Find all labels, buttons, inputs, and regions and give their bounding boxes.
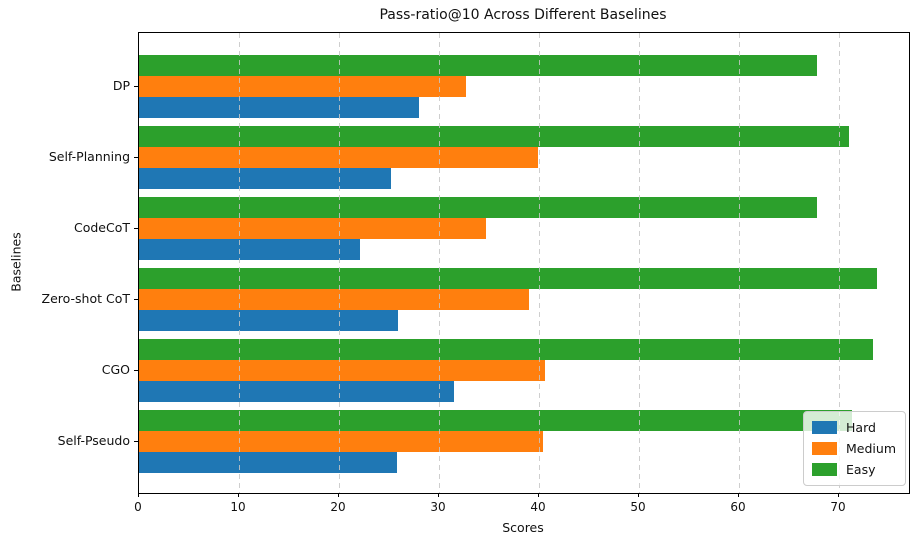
- bar-self-pseudo-hard: [139, 452, 397, 473]
- xtick-mark-20: [338, 493, 339, 497]
- legend-swatch-easy: [812, 463, 838, 476]
- bar-cgo-easy: [139, 339, 873, 360]
- y-axis-label: Baselines: [8, 232, 24, 292]
- bar-zero-shot-cot-medium: [139, 289, 529, 310]
- xtick-label-30: 30: [430, 500, 446, 514]
- bar-self-planning-easy: [139, 126, 849, 147]
- x-axis-label: Scores: [502, 520, 544, 535]
- gridline-x-60: [739, 33, 740, 493]
- ytick-mark-dp: [134, 85, 138, 87]
- legend: Hard Medium Easy: [803, 411, 906, 486]
- xtick-mark-60: [738, 493, 739, 497]
- gridline-x-30: [439, 33, 440, 493]
- bar-dp-easy: [139, 55, 817, 76]
- bar-codecot-easy: [139, 197, 817, 218]
- ytick-mark-cgo: [134, 369, 138, 371]
- xtick-label-0: 0: [134, 500, 142, 514]
- xtick-mark-70: [838, 493, 839, 497]
- xtick-mark-10: [238, 493, 239, 497]
- xtick-mark-30: [438, 493, 439, 497]
- bar-self-pseudo-medium: [139, 431, 543, 452]
- xtick-label-40: 40: [530, 500, 546, 514]
- legend-label-hard: Hard: [846, 420, 876, 435]
- xtick-label-20: 20: [330, 500, 346, 514]
- gridline-x-40: [539, 33, 540, 493]
- xtick-mark-0: [138, 493, 139, 497]
- legend-label-easy: Easy: [846, 462, 876, 477]
- gridline-x-70: [839, 33, 840, 493]
- xtick-label-70: 70: [830, 500, 846, 514]
- bar-self-planning-hard: [139, 168, 391, 189]
- xtick-label-50: 50: [630, 500, 646, 514]
- bar-dp-medium: [139, 76, 466, 97]
- legend-entry-easy: Easy: [812, 459, 896, 480]
- bar-codecot-hard: [139, 239, 360, 260]
- ytick-mark-codecot: [134, 227, 138, 229]
- bar-cgo-medium: [139, 360, 545, 381]
- plot-area: Hard Medium Easy: [138, 32, 910, 494]
- bar-zero-shot-cot-easy: [139, 268, 877, 289]
- xtick-label-10: 10: [230, 500, 246, 514]
- bar-cgo-hard: [139, 381, 454, 402]
- bar-codecot-medium: [139, 218, 486, 239]
- legend-entry-hard: Hard: [812, 417, 896, 438]
- legend-swatch-hard: [812, 421, 838, 434]
- legend-entry-medium: Medium: [812, 438, 896, 459]
- bar-self-pseudo-easy: [139, 410, 852, 431]
- legend-swatch-medium: [812, 442, 838, 455]
- ytick-label-codecot: CodeCoT: [73, 219, 130, 235]
- ytick-mark-self-pseudo: [134, 440, 138, 442]
- ytick-label-dp: DP: [112, 77, 130, 93]
- legend-label-medium: Medium: [846, 441, 896, 456]
- gridline-x-50: [639, 33, 640, 493]
- ytick-label-cgo: CGO: [101, 361, 130, 377]
- bar-dp-hard: [139, 97, 419, 118]
- xtick-mark-40: [538, 493, 539, 497]
- ytick-label-self-planning: Self-Planning: [48, 148, 130, 164]
- bar-self-planning-medium: [139, 147, 538, 168]
- chart-title: Pass-ratio@10 Across Different Baselines: [379, 7, 667, 23]
- ytick-mark-zero-shot-cot: [134, 298, 138, 300]
- xtick-label-60: 60: [730, 500, 746, 514]
- gridline-x-20: [339, 33, 340, 493]
- bar-zero-shot-cot-hard: [139, 310, 398, 331]
- xtick-mark-50: [638, 493, 639, 497]
- gridline-x-10: [239, 33, 240, 493]
- ytick-label-self-pseudo: Self-Pseudo: [57, 432, 130, 448]
- ytick-mark-self-planning: [134, 156, 138, 158]
- ytick-label-zero-shot-cot: Zero-shot CoT: [41, 290, 130, 306]
